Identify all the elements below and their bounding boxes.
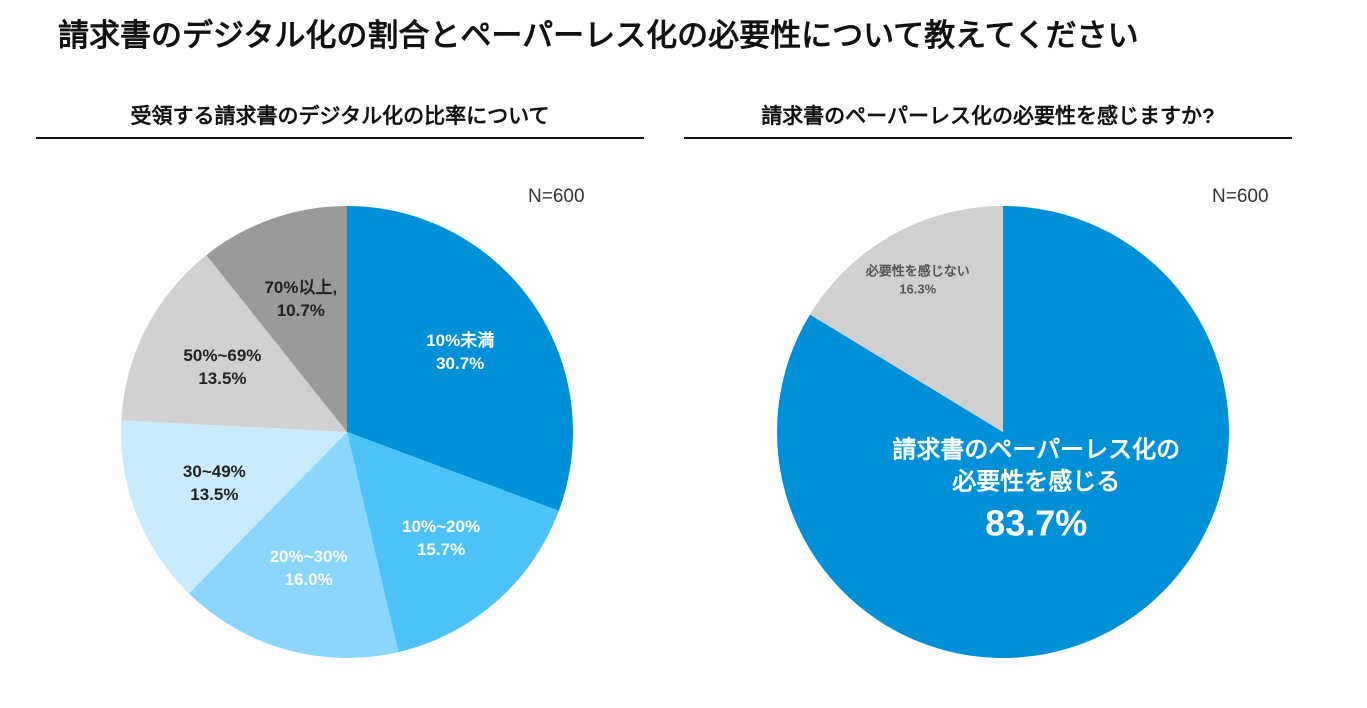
slice-value: 13.5% <box>190 484 239 504</box>
slice-value: 83.7% <box>985 502 1088 544</box>
pie-slice <box>777 206 1230 658</box>
slice-value: 10.7% <box>276 300 325 320</box>
pie-slice <box>347 206 573 511</box>
slice-label: 50%~69% 13.5% <box>183 345 261 391</box>
slice-label: 請求書のペーパーレス化の必要性を感じる 83.7% <box>892 434 1180 547</box>
section-title: 請求書のペーパーレス化の必要性を感じますか? <box>761 105 1215 128</box>
slice-category: 20%~30% <box>269 547 348 567</box>
sample-size: N=600 <box>1212 186 1269 207</box>
slice-category: 10%~20% <box>402 516 481 536</box>
slice-category: 請求書のペーパーレス化の必要性を感じる <box>892 436 1181 496</box>
sample-size: N=600 <box>528 186 585 207</box>
slice-label: 20%~30% 16.0% <box>270 546 348 592</box>
pie-slice <box>120 420 347 594</box>
slice-category: 50%~69% <box>183 345 262 365</box>
slice-label: 10%~20% 15.7% <box>402 516 480 562</box>
slice-category: 70%以上, <box>264 277 338 297</box>
slice-value: 30.7% <box>436 354 485 374</box>
slice-value: 13.5% <box>198 368 247 388</box>
pie-slice <box>809 206 1003 432</box>
section-rule <box>684 137 1292 139</box>
pie-slice <box>206 206 347 432</box>
slice-label: 必要性を感じない 16.3% <box>866 263 970 298</box>
slice-label: 70%以上, 10.7% <box>264 277 337 323</box>
slice-value: 16.0% <box>284 570 333 590</box>
slice-category: 30~49% <box>182 461 246 481</box>
slice-label: 30~49% 13.5% <box>183 461 246 507</box>
slice-value: 15.7% <box>416 539 466 559</box>
section-title: 受領する請求書のデジタル化の比率について <box>130 105 550 128</box>
slice-category: 10%未満 <box>426 331 495 351</box>
pie-slice <box>347 432 559 653</box>
main-title: 請求書のデジタル化の割合とペーパーレス化の必要性について教えてください <box>58 18 1139 53</box>
slice-value: 16.3% <box>899 281 937 297</box>
section-rule <box>36 137 644 139</box>
slice-category: 必要性を感じない <box>865 263 970 279</box>
pie-slice <box>121 255 348 432</box>
pie-slice <box>188 432 399 658</box>
slice-label: 10%未満 30.7% <box>426 330 494 376</box>
